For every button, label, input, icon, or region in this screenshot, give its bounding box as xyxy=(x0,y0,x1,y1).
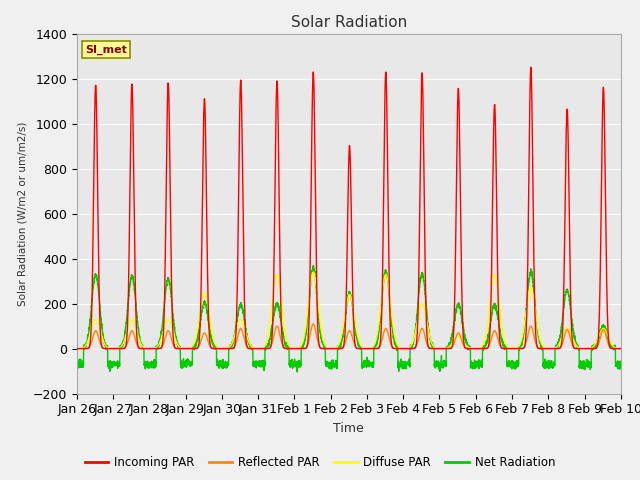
Diffuse PAR xyxy=(616,346,624,351)
Legend: Incoming PAR, Reflected PAR, Diffuse PAR, Net Radiation: Incoming PAR, Reflected PAR, Diffuse PAR… xyxy=(80,452,560,474)
Diffuse PAR xyxy=(617,346,625,351)
Incoming PAR xyxy=(171,344,179,350)
Net Radiation xyxy=(293,369,301,375)
Net Radiation xyxy=(171,324,179,330)
Incoming PAR xyxy=(617,346,625,351)
Net Radiation xyxy=(617,363,625,369)
Net Radiation xyxy=(73,359,81,364)
Diffuse PAR xyxy=(73,346,81,351)
Diffuse PAR xyxy=(441,346,449,351)
X-axis label: Time: Time xyxy=(333,422,364,435)
Incoming PAR xyxy=(471,346,479,351)
Diffuse PAR xyxy=(436,346,444,351)
Reflected PAR xyxy=(171,344,179,350)
Reflected PAR xyxy=(471,346,479,351)
Reflected PAR xyxy=(502,346,509,351)
Incoming PAR xyxy=(328,346,336,351)
Incoming PAR xyxy=(440,346,448,351)
Net Radiation xyxy=(502,345,509,350)
Reflected PAR xyxy=(441,346,449,351)
Incoming PAR xyxy=(73,346,81,351)
Line: Reflected PAR: Reflected PAR xyxy=(77,324,621,348)
Reflected PAR xyxy=(329,346,337,351)
Line: Incoming PAR: Incoming PAR xyxy=(77,67,621,348)
Diffuse PAR xyxy=(171,334,179,340)
Incoming PAR xyxy=(502,346,509,351)
Title: Solar Radiation: Solar Radiation xyxy=(291,15,407,30)
Reflected PAR xyxy=(182,346,189,351)
Reflected PAR xyxy=(616,346,624,351)
Line: Diffuse PAR: Diffuse PAR xyxy=(77,272,621,348)
Net Radiation xyxy=(471,362,479,368)
Reflected PAR xyxy=(309,321,317,327)
Incoming PAR xyxy=(616,346,624,351)
Net Radiation xyxy=(329,363,337,369)
Reflected PAR xyxy=(617,346,625,351)
Line: Net Radiation: Net Radiation xyxy=(77,265,621,372)
Y-axis label: Solar Radiation (W/m2 or um/m2/s): Solar Radiation (W/m2 or um/m2/s) xyxy=(17,121,27,306)
Diffuse PAR xyxy=(329,346,337,351)
Net Radiation xyxy=(616,361,624,367)
Text: SI_met: SI_met xyxy=(85,44,127,55)
Diffuse PAR xyxy=(309,269,317,275)
Net Radiation xyxy=(441,361,449,367)
Incoming PAR xyxy=(527,64,534,70)
Diffuse PAR xyxy=(471,346,479,351)
Diffuse PAR xyxy=(502,341,509,347)
Net Radiation xyxy=(310,263,317,268)
Reflected PAR xyxy=(73,346,81,351)
